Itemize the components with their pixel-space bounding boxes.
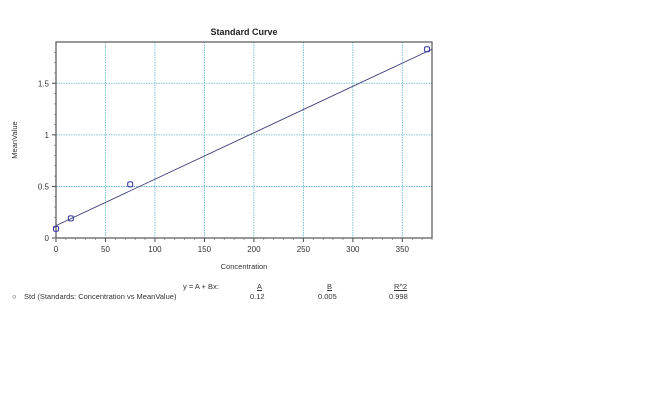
svg-text:1: 1 [45, 131, 50, 140]
legend-marker-icon: ○ [12, 292, 17, 301]
svg-text:150: 150 [198, 245, 212, 254]
col-a-header: A [257, 282, 263, 291]
series-label: Std (Standards: Concentration vs MeanVal… [24, 292, 177, 301]
standard-curve-chart: 0 50 100 150 200 250 300 350 0 0.5 1 1.5 Concentrati… [10, 41, 433, 271]
svg-text:200: 200 [247, 245, 261, 254]
svg-text:250: 250 [297, 245, 311, 254]
svg-text:300: 300 [346, 245, 360, 254]
chart-title: Standard Curve [210, 27, 278, 37]
svg-text:MeanValue: MeanValue [10, 121, 19, 158]
svg-text:100: 100 [148, 245, 162, 254]
svg-text:Concentration: Concentration [221, 262, 268, 271]
col-b-header: B [327, 282, 333, 291]
col-r2-header: R^2 [394, 282, 408, 291]
svg-text:0.5: 0.5 [38, 182, 50, 191]
svg-text:0: 0 [45, 234, 50, 243]
svg-text:0: 0 [54, 245, 59, 254]
svg-text:1.5: 1.5 [38, 79, 50, 88]
b-value: 0.005 [318, 292, 337, 301]
svg-text:350: 350 [396, 245, 410, 254]
equation-label: y = A + Bx: [183, 282, 219, 291]
svg-text:50: 50 [101, 245, 110, 254]
r2-value: 0.998 [389, 292, 408, 301]
a-value: 0.12 [250, 292, 265, 301]
